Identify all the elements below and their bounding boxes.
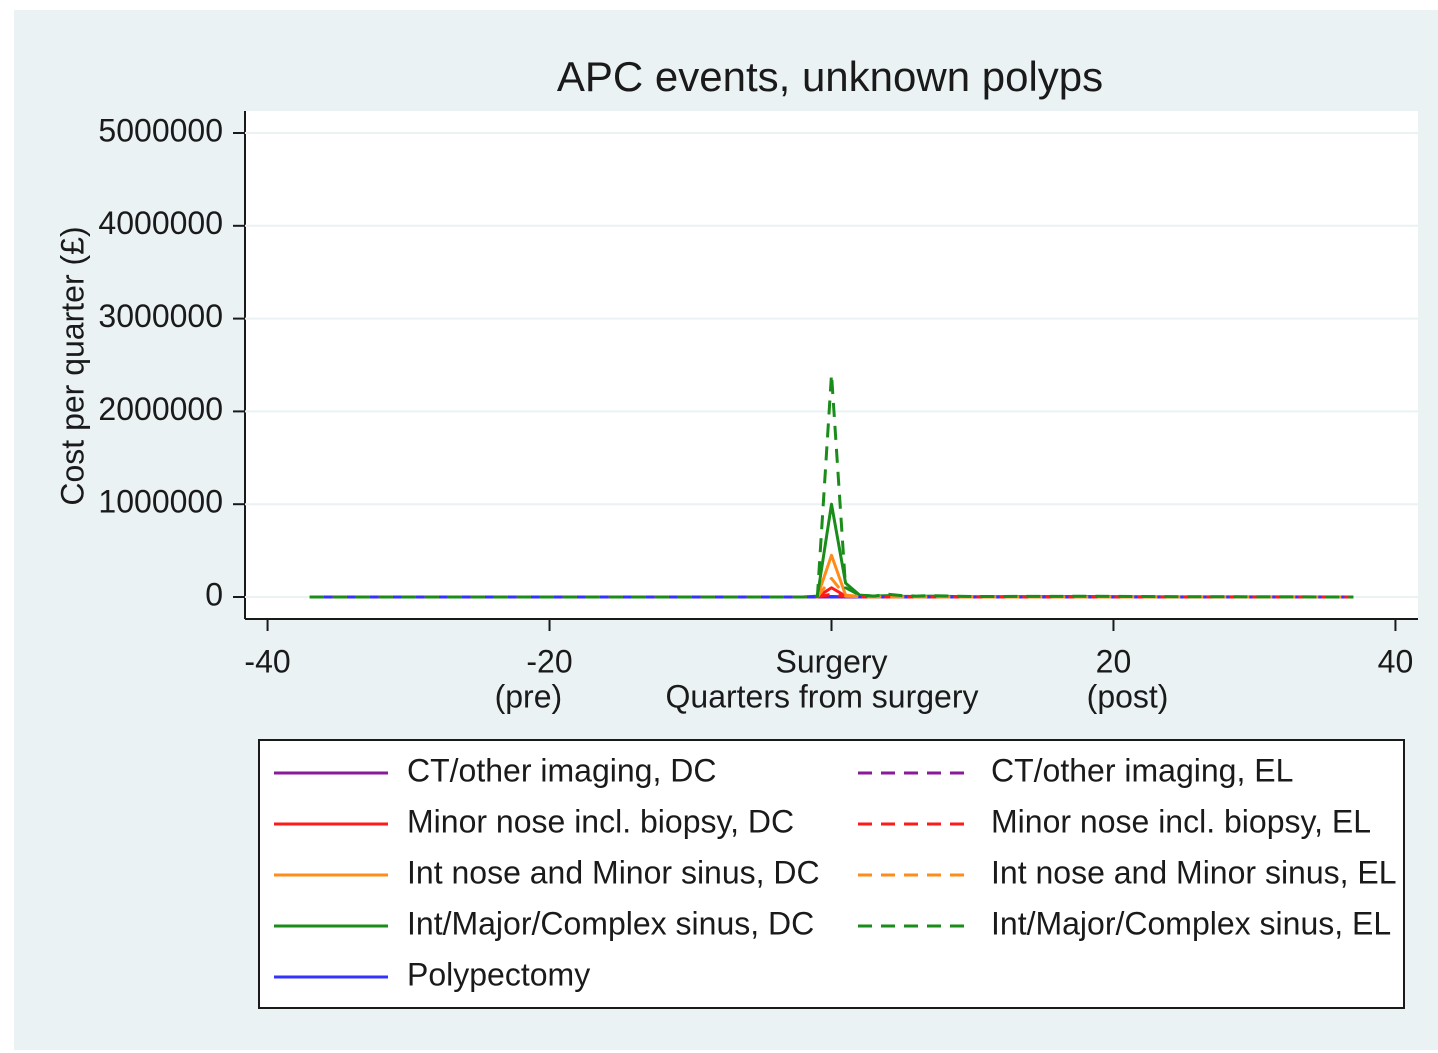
legend-label: CT/other imaging, EL xyxy=(991,752,1293,788)
y-tick-label: 1000000 xyxy=(98,484,223,520)
x-tick-label: -40 xyxy=(244,643,290,679)
legend-label: CT/other imaging, DC xyxy=(407,752,716,788)
legend-label: Int/Major/Complex sinus, EL xyxy=(991,905,1391,941)
y-tick-label: 0 xyxy=(205,576,223,612)
x-tick-sublabel: (post) xyxy=(1087,678,1169,714)
y-tick-label: 2000000 xyxy=(98,391,223,427)
legend-label: Polypectomy xyxy=(407,956,590,992)
chart-title: APC events, unknown polyps xyxy=(557,53,1103,100)
legend-label: Minor nose incl. biopsy, EL xyxy=(991,803,1371,839)
y-axis-title: Cost per quarter (£) xyxy=(54,226,90,505)
legend-label: Int/Major/Complex sinus, DC xyxy=(407,905,814,941)
plot-area xyxy=(245,111,1418,619)
series-line xyxy=(309,372,1354,599)
legend-box xyxy=(258,739,1405,1009)
x-tick-sublabel: (pre) xyxy=(495,678,563,714)
x-tick-label: -20 xyxy=(526,643,572,679)
x-tick-label: Surgery xyxy=(775,643,887,679)
y-tick-label: 5000000 xyxy=(98,112,223,148)
x-axis-title: Quarters from surgery xyxy=(666,678,979,714)
x-tick-label: 20 xyxy=(1096,643,1132,679)
y-tick-label: 4000000 xyxy=(98,205,223,241)
x-tick-label: 40 xyxy=(1378,643,1414,679)
y-tick-label: 3000000 xyxy=(98,298,223,334)
legend-label: Minor nose incl. biopsy, DC xyxy=(407,803,794,839)
legend-label: Int nose and Minor sinus, DC xyxy=(407,854,820,890)
legend-label: Int nose and Minor sinus, EL xyxy=(991,854,1397,890)
